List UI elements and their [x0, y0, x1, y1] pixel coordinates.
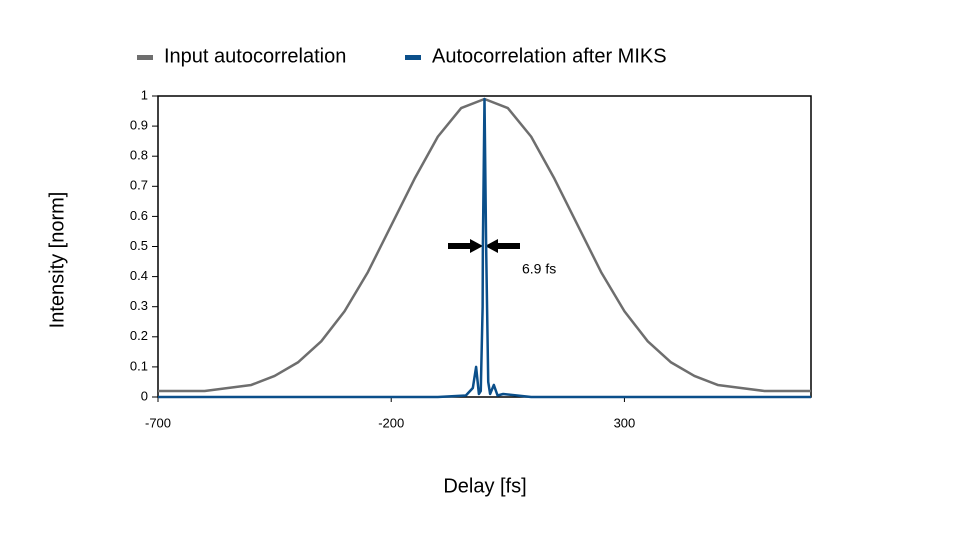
y-tick-label: 0	[141, 388, 148, 403]
y-tick-label: 1	[141, 87, 148, 102]
x-tick-label: -700	[145, 415, 171, 430]
legend-swatch	[137, 55, 153, 60]
y-axis-label: Intensity [norm]	[46, 192, 68, 329]
y-tick-label: 0.4	[130, 268, 148, 283]
legend-label: Autocorrelation after MIKS	[432, 45, 667, 67]
y-tick-label: 0.7	[130, 178, 148, 193]
y-tick-label: 0.2	[130, 328, 148, 343]
y-tick-label: 0.8	[130, 148, 148, 163]
y-tick-label: 0.1	[130, 358, 148, 373]
legend-swatch	[405, 55, 421, 60]
y-tick-label: 0.3	[130, 298, 148, 313]
annotation-arrows	[448, 239, 520, 253]
y-tick-label: 0.5	[130, 238, 148, 253]
x-axis-label: Delay [fs]	[443, 475, 526, 497]
series-line	[158, 97, 811, 399]
legend-label: Input autocorrelation	[164, 45, 346, 67]
annotation: 6.9 fs	[522, 261, 556, 277]
y-tick-label: 0.6	[130, 208, 148, 223]
x-tick-label: 300	[614, 415, 636, 430]
x-tick-label: -200	[378, 415, 404, 430]
y-tick-label: 0.9	[130, 118, 148, 133]
